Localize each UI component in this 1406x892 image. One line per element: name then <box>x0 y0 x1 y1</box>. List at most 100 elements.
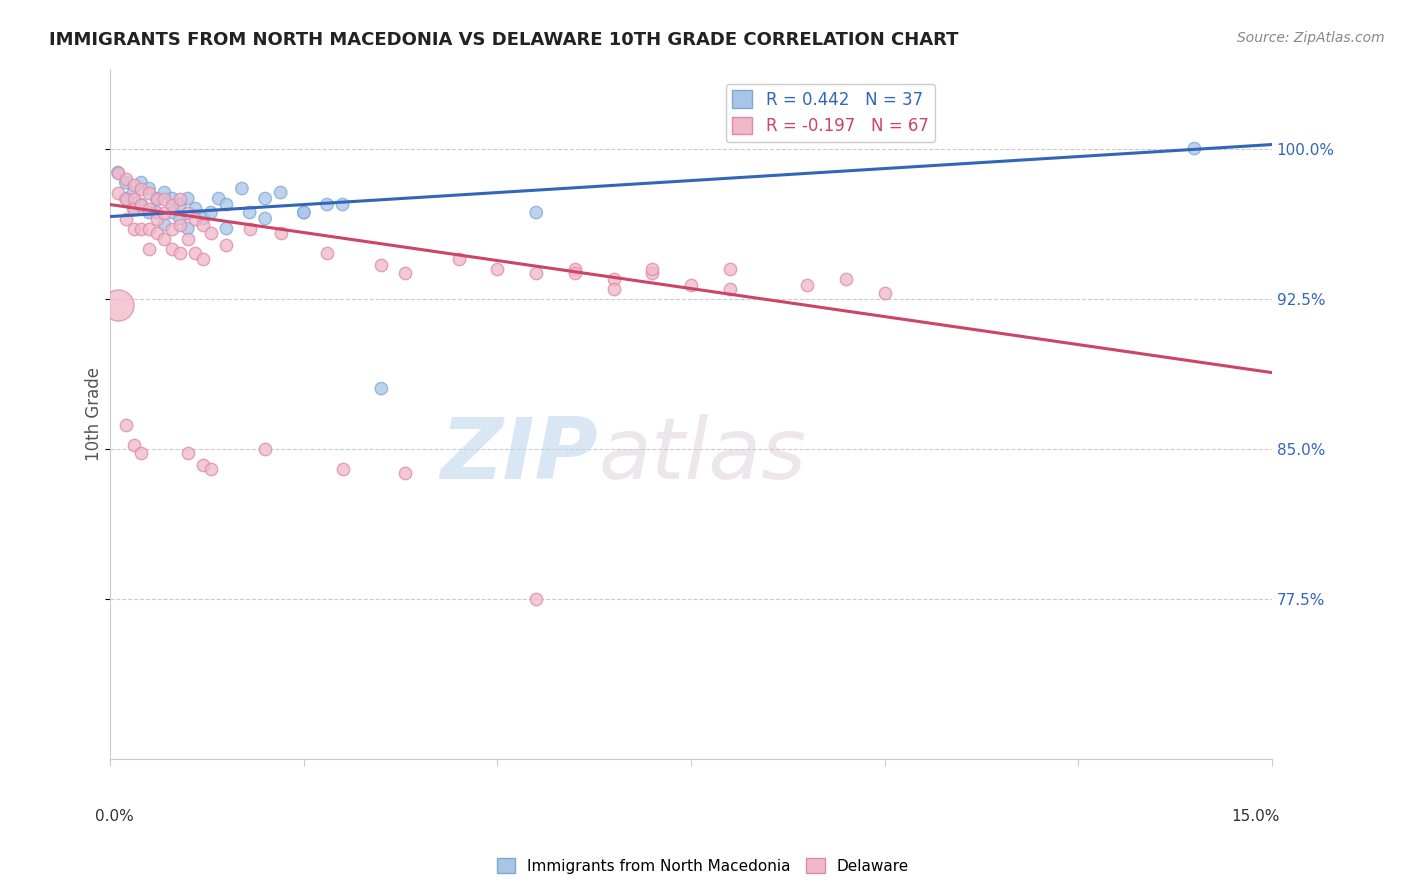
Point <box>160 192 183 206</box>
Point <box>200 461 222 475</box>
Point <box>169 211 191 226</box>
Point <box>602 271 624 285</box>
Point <box>292 205 315 219</box>
Point <box>138 242 160 256</box>
Point <box>114 192 136 206</box>
Point <box>239 205 262 219</box>
Point <box>114 192 136 206</box>
Point <box>254 211 277 226</box>
Text: ZIP: ZIP <box>440 414 598 497</box>
Point <box>169 197 191 211</box>
Text: 0.0%: 0.0% <box>94 809 134 823</box>
Point <box>394 266 416 280</box>
Point <box>239 221 262 235</box>
Point <box>145 192 167 206</box>
Point <box>138 221 160 235</box>
Point <box>270 226 292 240</box>
Point <box>122 437 145 451</box>
Point <box>138 186 160 200</box>
Point <box>332 461 354 475</box>
Point <box>160 197 183 211</box>
Point <box>107 186 129 200</box>
Point <box>718 261 741 276</box>
Text: 15.0%: 15.0% <box>1232 809 1279 823</box>
Point <box>153 205 176 219</box>
Point <box>564 266 586 280</box>
Point <box>184 202 207 216</box>
Point <box>564 261 586 276</box>
Point <box>215 237 238 252</box>
Point <box>107 297 129 311</box>
Point <box>524 266 547 280</box>
Point <box>394 466 416 480</box>
Point <box>641 266 664 280</box>
Point <box>332 197 354 211</box>
Point <box>169 192 191 206</box>
Point <box>718 282 741 296</box>
Point <box>114 171 136 186</box>
Point <box>122 221 145 235</box>
Point <box>254 192 277 206</box>
Point <box>835 271 858 285</box>
Point <box>796 277 818 292</box>
Point <box>208 192 231 206</box>
Point <box>524 205 547 219</box>
Point <box>447 252 470 266</box>
Point <box>193 252 215 266</box>
Point <box>184 245 207 260</box>
Point <box>254 442 277 456</box>
Point <box>138 202 160 216</box>
Point <box>153 231 176 245</box>
Point <box>122 202 145 216</box>
Point <box>129 197 152 211</box>
Point <box>145 211 167 226</box>
Point <box>177 192 200 206</box>
Point <box>153 192 176 206</box>
Text: Source: ZipAtlas.com: Source: ZipAtlas.com <box>1237 31 1385 45</box>
Text: IMMIGRANTS FROM NORTH MACEDONIA VS DELAWARE 10TH GRADE CORRELATION CHART: IMMIGRANTS FROM NORTH MACEDONIA VS DELAW… <box>49 31 959 49</box>
Point <box>177 221 200 235</box>
Point <box>200 226 222 240</box>
Point <box>193 211 215 226</box>
Point <box>160 242 183 256</box>
Point <box>114 211 136 226</box>
Point <box>122 178 145 192</box>
Point <box>177 205 200 219</box>
Point <box>114 176 136 190</box>
Point <box>129 221 152 235</box>
Legend: Immigrants from North Macedonia, Delaware: Immigrants from North Macedonia, Delawar… <box>491 852 915 880</box>
Point <box>177 445 200 459</box>
Point <box>138 205 160 219</box>
Point <box>316 197 339 211</box>
Point <box>370 258 392 272</box>
Point <box>129 176 152 190</box>
Point <box>200 205 222 219</box>
Point <box>215 197 238 211</box>
Point <box>122 192 145 206</box>
Point <box>129 181 152 195</box>
Point <box>145 192 167 206</box>
Point <box>145 226 167 240</box>
Point <box>524 591 547 606</box>
Point <box>153 186 176 200</box>
Point <box>370 382 392 396</box>
Point <box>231 181 253 195</box>
Point <box>145 205 167 219</box>
Y-axis label: 10th Grade: 10th Grade <box>86 367 103 460</box>
Point <box>114 417 136 432</box>
Point <box>486 261 509 276</box>
Point <box>641 261 664 276</box>
Point <box>107 165 129 179</box>
Point <box>129 197 152 211</box>
Point <box>193 458 215 472</box>
Point <box>270 186 292 200</box>
Point <box>122 202 145 216</box>
Point <box>184 211 207 226</box>
Point <box>193 218 215 232</box>
Point <box>122 186 145 200</box>
Point <box>316 245 339 260</box>
Point <box>177 231 200 245</box>
Point <box>107 165 129 179</box>
Point <box>873 285 896 300</box>
Point <box>169 218 191 232</box>
